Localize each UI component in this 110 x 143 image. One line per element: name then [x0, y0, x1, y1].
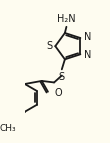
Text: O: O: [54, 88, 62, 98]
Text: S: S: [59, 73, 65, 83]
Text: CH₃: CH₃: [0, 124, 16, 133]
Text: N: N: [84, 50, 92, 60]
Text: H₂N: H₂N: [57, 14, 76, 24]
Text: N: N: [84, 32, 92, 42]
Text: S: S: [46, 41, 52, 51]
